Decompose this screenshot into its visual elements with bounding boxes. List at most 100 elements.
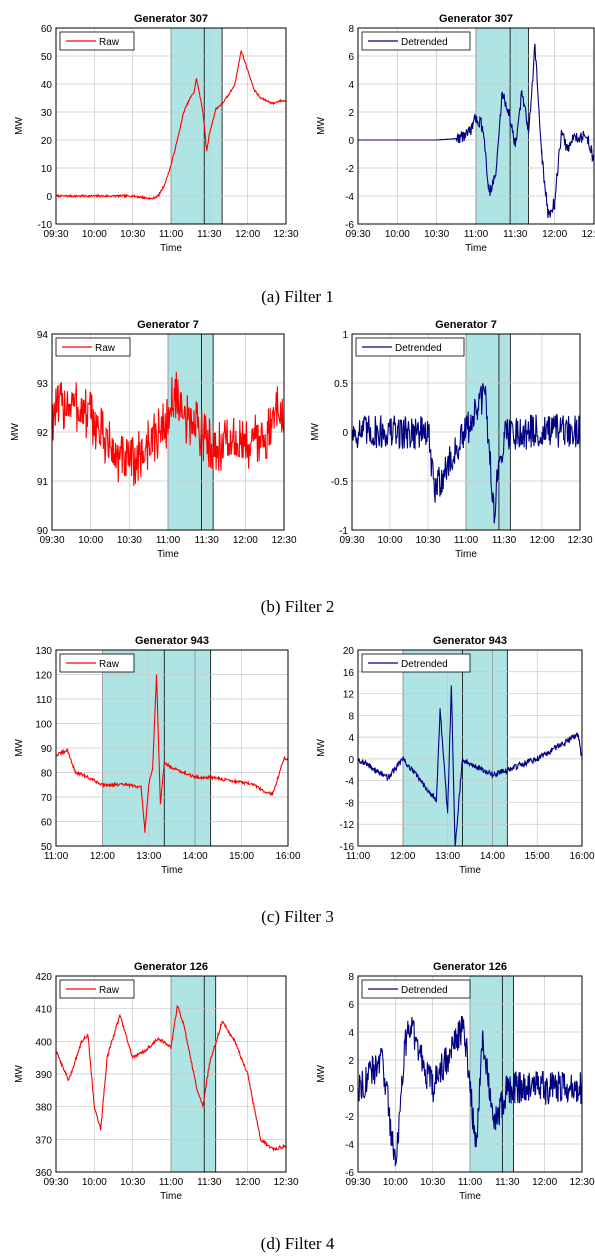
x-axis-label: Time	[465, 243, 487, 254]
x-tick-label: 10:30	[117, 535, 142, 546]
series-line-detrended	[358, 43, 595, 219]
y-tick-label: -10	[38, 220, 53, 231]
caption-b: (b) Filter 2	[260, 597, 335, 616]
y-tick-label: 2	[348, 1056, 354, 1067]
x-axis-label: Time	[160, 1191, 182, 1202]
x-tick-label: 12:00	[235, 229, 260, 240]
x-tick-label: 12:00	[542, 229, 567, 240]
y-tick-label: 6	[348, 52, 354, 63]
chart-panel-3-right: 09:30 10:00 10:30 11:00 11:30 12:00 12:30 -6 -4 -…	[316, 961, 595, 1202]
series-line-detrended	[357, 1015, 583, 1167]
chart-title: Generator 307	[134, 13, 208, 25]
axes-frame	[357, 649, 583, 847]
x-tick-label: 09:30	[43, 1177, 68, 1188]
legend: Detrended	[361, 979, 471, 999]
x-tick-label: 11:30	[197, 229, 222, 240]
axes-frame	[357, 27, 595, 225]
x-tick-label: 16:00	[569, 851, 594, 862]
chart-panel-1-left: 09:30 10:00 10:30 11:00 11:30 12:00 12:30 90 91 9…	[10, 319, 297, 560]
x-tick-label: 11:00	[454, 535, 479, 546]
x-tick-label: 12:30	[567, 535, 592, 546]
highlight-band	[170, 27, 223, 225]
highlight-band	[475, 27, 529, 225]
series-line-raw	[51, 371, 285, 486]
y-tick-label: -16	[340, 842, 355, 853]
x-tick-label: 10:30	[120, 229, 145, 240]
x-tick-label: 09:30	[345, 1177, 370, 1188]
y-tick-label: 50	[41, 52, 53, 63]
x-tick-label: 10:00	[82, 229, 107, 240]
series-line-detrended	[351, 383, 581, 524]
y-tick-label: 0	[46, 192, 52, 203]
y-tick-label: -6	[345, 1168, 354, 1179]
x-tick-label: 12:30	[569, 1177, 594, 1188]
axes-frame	[55, 649, 289, 847]
y-tick-label: -1	[339, 526, 348, 537]
y-tick-label: -0.5	[331, 477, 349, 488]
y-tick-label: 380	[35, 1103, 52, 1114]
x-tick-label: 11:00	[156, 535, 181, 546]
x-tick-label: 12:00	[532, 1177, 557, 1188]
axes-frame	[51, 333, 285, 531]
y-tick-label: 30	[41, 108, 53, 119]
y-tick-label: 4	[348, 733, 354, 744]
y-tick-label: 2	[348, 108, 354, 119]
legend-box	[59, 31, 135, 51]
x-tick-label: 14:00	[480, 851, 505, 862]
chart-panel-0-right: 09:30 10:00 10:30 11:00 11:30 12:00 12:30 -6 -4 -…	[316, 13, 595, 254]
chart-title: Generator 943	[135, 635, 209, 647]
x-tick-label: 10:00	[385, 229, 410, 240]
caption-a: (a) Filter 1	[261, 287, 334, 306]
x-tick-label: 12:00	[390, 851, 415, 862]
x-tick-label: 11:00	[44, 851, 69, 862]
x-tick-label: 10:00	[377, 535, 402, 546]
y-tick-label: 8	[348, 711, 354, 722]
legend-label: Raw	[99, 37, 120, 48]
y-tick-label: 370	[35, 1135, 52, 1146]
x-tick-label: 12:30	[581, 229, 595, 240]
x-tick-label: 11:00	[458, 1177, 483, 1188]
legend-box	[361, 31, 471, 51]
caption-d: (d) Filter 4	[260, 1234, 335, 1253]
legend: Raw	[55, 337, 131, 357]
y-tick-label: 10	[41, 164, 53, 175]
y-tick-label: 90	[37, 526, 49, 537]
x-tick-label: 16:00	[275, 851, 300, 862]
chart-title: Generator 307	[439, 13, 513, 25]
x-axis-label: Time	[161, 865, 183, 876]
x-tick-label: 10:00	[78, 535, 103, 546]
y-tick-label: -4	[345, 1140, 354, 1151]
x-tick-label: 14:00	[183, 851, 208, 862]
legend: Raw	[59, 653, 135, 673]
x-tick-label: 11:30	[195, 535, 220, 546]
legend-box	[361, 653, 471, 673]
x-tick-label: 09:30	[39, 535, 64, 546]
x-tick-label: 13:00	[136, 851, 161, 862]
x-tick-label: 12:00	[90, 851, 115, 862]
y-tick-label: -8	[345, 798, 354, 809]
y-tick-label: 93	[37, 379, 49, 390]
x-tick-label: 12:30	[273, 1177, 298, 1188]
axes-frame	[55, 975, 287, 1173]
highlight-band	[402, 649, 508, 847]
x-tick-label: 11:30	[495, 1177, 520, 1188]
x-tick-label: 12:30	[273, 229, 298, 240]
y-tick-label: -4	[345, 777, 354, 788]
y-tick-label: 0	[342, 428, 348, 439]
y-tick-label: -4	[345, 192, 354, 203]
legend-box	[361, 979, 471, 999]
y-tick-label: 400	[35, 1037, 52, 1048]
x-axis-label: Time	[455, 549, 477, 560]
series-line-raw	[55, 674, 289, 833]
legend-label: Raw	[99, 985, 120, 996]
y-tick-label: 40	[41, 80, 53, 91]
y-tick-label: 60	[41, 24, 53, 35]
y-tick-label: 92	[37, 428, 49, 439]
x-tick-label: 10:30	[424, 229, 449, 240]
x-tick-label: 09:30	[339, 535, 364, 546]
y-axis-label: MW	[316, 117, 327, 135]
y-tick-label: 130	[35, 646, 52, 657]
y-tick-label: 90	[41, 744, 53, 755]
x-axis-label: Time	[459, 1191, 481, 1202]
